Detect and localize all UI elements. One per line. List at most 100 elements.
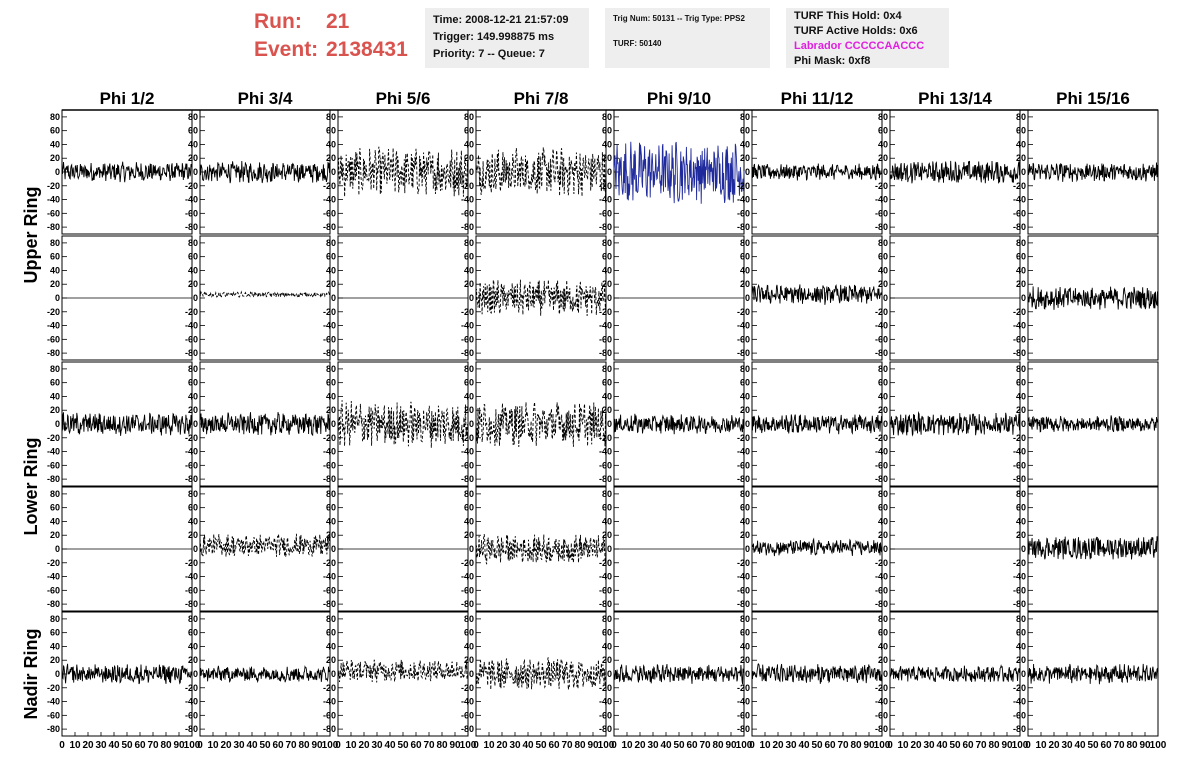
y-tick-label: -40 xyxy=(461,447,474,457)
y-tick-label: 40 xyxy=(326,265,336,275)
y-tick-label: 80 xyxy=(602,489,612,499)
y-tick-label: 80 xyxy=(464,614,474,624)
waveform-trace xyxy=(613,413,745,435)
x-tick-label: 70 xyxy=(699,740,711,751)
waveform-trace xyxy=(1027,536,1159,560)
y-tick-label: 60 xyxy=(326,378,336,388)
y-tick-label: 40 xyxy=(326,641,336,651)
y-tick-label: -60 xyxy=(875,334,888,344)
y-tick-label: -60 xyxy=(185,208,198,218)
y-tick-label: -80 xyxy=(461,222,474,232)
y-tick-label: 0 xyxy=(883,669,888,679)
y-tick-label: 80 xyxy=(602,364,612,374)
y-tick-label: -40 xyxy=(599,321,612,331)
y-tick-label: 0 xyxy=(193,544,198,554)
y-tick-label: 20 xyxy=(188,405,198,415)
y-tick-label: -80 xyxy=(599,474,612,484)
y-tick-label: 0 xyxy=(607,167,612,177)
y-tick-label: 60 xyxy=(464,503,474,513)
x-tick-label: 20 xyxy=(910,740,922,751)
y-tick-label: 0 xyxy=(745,419,750,429)
y-tick-label: 40 xyxy=(50,516,60,526)
y-tick-label: 40 xyxy=(464,516,474,526)
waveform-trace xyxy=(199,665,331,684)
y-tick-label: -60 xyxy=(461,710,474,720)
y-tick-label: -60 xyxy=(1013,334,1026,344)
y-tick-label: -20 xyxy=(1013,433,1026,443)
y-tick-label: -60 xyxy=(599,710,612,720)
y-tick-label: -20 xyxy=(185,181,198,191)
y-tick-label: 20 xyxy=(188,530,198,540)
y-tick-label: 0 xyxy=(193,167,198,177)
y-tick-label: 80 xyxy=(188,489,198,499)
y-tick-label: -20 xyxy=(599,683,612,693)
y-tick-label: 80 xyxy=(50,364,60,374)
x-tick-label: 80 xyxy=(298,740,310,751)
y-tick-label: 60 xyxy=(464,252,474,262)
y-tick-label: 60 xyxy=(878,252,888,262)
y-tick-label: -20 xyxy=(461,433,474,443)
y-tick-label: -40 xyxy=(323,321,336,331)
y-tick-label: 0 xyxy=(55,669,60,679)
y-tick-label: 0 xyxy=(1021,669,1026,679)
y-tick-label: -80 xyxy=(185,222,198,232)
y-tick-label: -80 xyxy=(599,348,612,358)
y-tick-label: -60 xyxy=(185,334,198,344)
y-tick-label: 40 xyxy=(50,391,60,401)
y-tick-label: 80 xyxy=(326,238,336,248)
y-tick-label: 80 xyxy=(1016,614,1026,624)
y-tick-label: 20 xyxy=(50,655,60,665)
y-tick-label: -20 xyxy=(323,181,336,191)
y-tick-label: -80 xyxy=(875,348,888,358)
x-tick-label: 30 xyxy=(509,740,521,751)
y-tick-label: 80 xyxy=(188,614,198,624)
y-tick-label: -40 xyxy=(47,447,60,457)
y-tick-label: -20 xyxy=(599,433,612,443)
x-tick-label: 0 xyxy=(611,740,617,751)
y-tick-label: 0 xyxy=(331,669,336,679)
y-tick-label: 0 xyxy=(745,669,750,679)
y-tick-label: 40 xyxy=(878,139,888,149)
waveform-trace xyxy=(889,160,1021,184)
y-tick-label: -60 xyxy=(1013,460,1026,470)
y-tick-label: -40 xyxy=(323,195,336,205)
y-tick-label: -40 xyxy=(1013,697,1026,707)
y-tick-label: 20 xyxy=(188,153,198,163)
x-tick-label: 50 xyxy=(811,740,823,751)
x-tick-label: 50 xyxy=(949,740,961,751)
column-header: Phi 1/2 xyxy=(100,89,155,108)
y-tick-label: 60 xyxy=(326,503,336,513)
waveform-trace xyxy=(199,533,331,557)
x-tick-label: 70 xyxy=(285,740,297,751)
y-tick-label: 20 xyxy=(602,153,612,163)
y-tick-label: 60 xyxy=(740,252,750,262)
y-tick-label: 80 xyxy=(50,489,60,499)
y-tick-label: -40 xyxy=(737,195,750,205)
y-tick-label: -80 xyxy=(599,724,612,734)
panel-frame xyxy=(475,611,607,737)
y-tick-label: 80 xyxy=(1016,112,1026,122)
y-tick-label: 40 xyxy=(188,516,198,526)
y-tick-label: 0 xyxy=(1021,419,1026,429)
y-tick-label: -40 xyxy=(599,447,612,457)
y-tick-label: 20 xyxy=(602,405,612,415)
waveform-trace xyxy=(751,537,883,557)
y-tick-label: 80 xyxy=(878,112,888,122)
x-tick-label: 30 xyxy=(1061,740,1073,751)
y-tick-label: -60 xyxy=(185,460,198,470)
waveform-trace xyxy=(61,412,193,436)
y-tick-label: 20 xyxy=(464,530,474,540)
y-tick-label: 60 xyxy=(602,628,612,638)
y-tick-label: -20 xyxy=(185,683,198,693)
x-tick-label: 60 xyxy=(548,740,560,751)
run-value: 21 xyxy=(326,10,350,33)
x-tick-label: 50 xyxy=(121,740,133,751)
y-tick-label: 40 xyxy=(188,265,198,275)
x-tick-label: 40 xyxy=(246,740,258,751)
y-tick-label: 20 xyxy=(326,279,336,289)
x-tick-label: 70 xyxy=(837,740,849,751)
y-tick-label: -40 xyxy=(323,697,336,707)
y-tick-label: 0 xyxy=(55,293,60,303)
y-tick-label: -80 xyxy=(1013,222,1026,232)
